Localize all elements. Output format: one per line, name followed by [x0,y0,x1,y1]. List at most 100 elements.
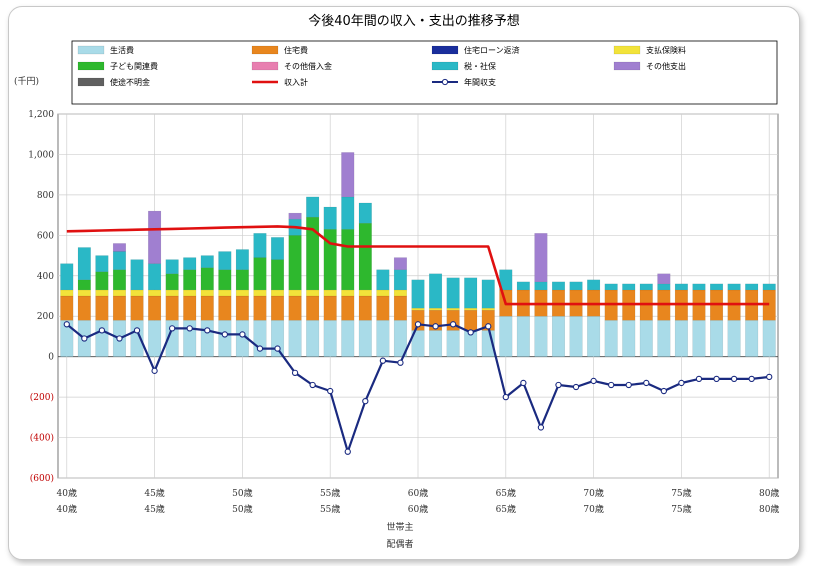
line-point-1-13 [291,369,299,376]
bar-1-8 [200,295,214,321]
line-point-1-22 [449,321,457,328]
line-point-1-26 [520,379,527,387]
line-point-1-32 [625,381,632,389]
bar-6-34 [657,283,671,291]
x-tick-label-bottom-4: 60歳 [408,503,428,515]
bar-4-8 [200,267,214,291]
bar-1-0 [60,295,74,321]
line-series-0 [66,225,770,306]
bar-3-8 [200,289,214,297]
line-point-1-9 [221,331,228,338]
line-point-1-29 [572,383,580,391]
line-point-1-3 [116,335,123,342]
bar-1-18 [376,295,390,321]
bar-6-31 [604,283,618,291]
legend-marker-line-1 [441,78,449,86]
bar-6-32 [622,283,636,291]
bar-3-12 [270,289,285,297]
bar-3-21 [429,307,443,311]
bar-3-23 [464,307,478,311]
x-tick-label-bottom-5: 65歳 [496,503,516,515]
bar-1-7 [183,295,197,321]
bar-6-5 [148,263,162,291]
legend-label-stack-5: その他借入金 [284,61,332,71]
y-tick-label-9: (600) [30,473,54,484]
bar-1-12 [270,295,285,321]
x-axis-label-spouse: 配偶者 [386,538,413,550]
bar-4-17 [358,222,372,291]
line-point-1-28 [555,381,562,389]
line-point-1-36 [695,375,703,383]
legend-box [71,40,778,105]
bar-0-15 [323,320,337,357]
y-tick-label-4: 400 [37,272,54,282]
y-tick-label-6: 0 [48,353,54,363]
bar-6-29 [569,281,583,291]
legend-swatch-stack-3 [613,45,641,55]
legend-swatch-stack-6 [431,61,459,71]
y-tick-label-1: 1,000 [28,150,54,160]
bar-3-5 [148,289,162,297]
x-tick-label-top-6: 70歳 [583,487,603,499]
bar-3-24 [481,307,495,311]
bar-0-9 [218,320,232,357]
bar-1-23 [464,309,478,331]
bar-4-10 [235,269,249,291]
bar-1-16 [341,295,355,321]
bar-0-25 [499,316,513,357]
bar-3-0 [60,289,74,297]
line-point-1-30 [590,377,597,385]
bar-6-26 [516,281,530,291]
bar-6-27 [534,281,548,291]
bar-7-19 [393,257,407,270]
bar-0-27 [534,316,548,357]
bar-1-14 [306,295,320,321]
line-point-1-19 [397,359,404,366]
bar-4-12 [270,259,285,291]
bar-0-8 [200,320,214,357]
legend-swatch-stack-4 [77,61,105,71]
legend-swatch-stack-7 [613,61,641,71]
bar-0-39 [745,320,759,357]
bar-0-38 [727,320,741,357]
bar-0-34 [657,320,671,357]
line-point-1-11 [256,345,264,352]
line-point-1-2 [98,327,106,334]
bar-6-21 [429,273,443,309]
x-tick-label-bottom-6: 70歳 [583,503,603,515]
bar-1-9 [218,295,232,321]
bar-3-3 [112,289,126,297]
legend-swatch-stack-8 [77,77,105,87]
bar-7-34 [657,273,671,285]
bar-3-2 [95,289,109,297]
line-point-1-12 [274,345,281,352]
bar-3-6 [165,289,179,297]
bar-4-11 [253,257,267,291]
bar-6-9 [218,251,232,270]
bar-7-16 [341,152,355,198]
y-tick-label-5: 200 [37,312,54,322]
x-axis-label-householder: 世帯主 [386,521,413,533]
bar-0-16 [341,320,355,357]
y-tick-label-7: (200) [30,392,54,403]
bar-0-2 [95,320,109,357]
bar-7-3 [112,243,126,252]
bar-4-1 [77,279,91,291]
bar-3-19 [393,289,407,297]
bar-6-17 [358,202,372,224]
legend-label-stack-2: 住宅ローン返済 [464,45,520,55]
bar-1-6 [165,295,179,321]
x-tick-label-top-1: 45歳 [144,487,164,499]
line-point-1-6 [168,325,176,332]
bar-6-0 [60,263,74,291]
line-point-1-31 [608,381,615,389]
bar-0-35 [674,320,688,357]
line-point-1-7 [186,325,193,332]
line-point-1-17 [362,398,369,405]
x-tick-label-top-0: 40歳 [57,487,77,499]
bar-0-28 [551,316,566,357]
bar-3-1 [77,289,91,297]
bar-3-10 [235,289,249,297]
line-point-1-21 [432,323,439,330]
